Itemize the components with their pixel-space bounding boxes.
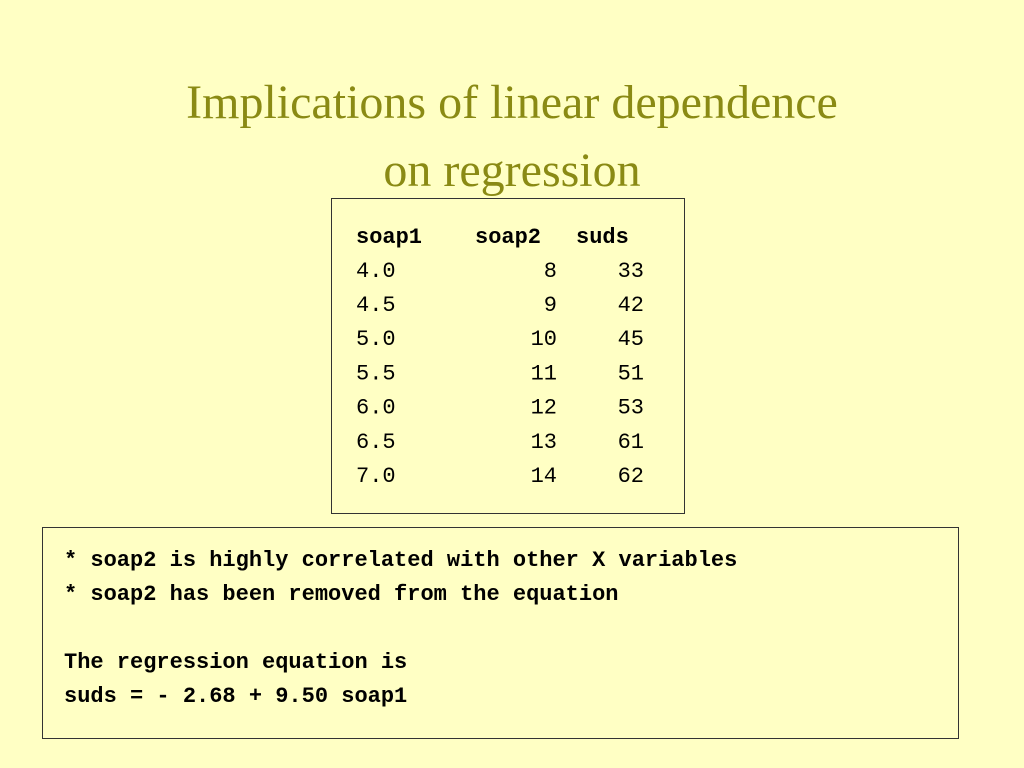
table-header: soap2	[475, 225, 541, 250]
output-line: The regression equation is	[64, 650, 407, 675]
table-cell: 45	[618, 327, 644, 352]
table-cell: 5.5	[356, 361, 396, 386]
table-cell: 61	[618, 430, 644, 455]
table-cell: 7.0	[356, 464, 396, 489]
table-cell: 62	[618, 464, 644, 489]
table-cell: 51	[618, 361, 644, 386]
table-cell: 42	[618, 293, 644, 318]
table-cell: 4.0	[356, 259, 396, 284]
output-box	[42, 527, 959, 739]
output-line: * soap2 has been removed from the equati…	[64, 582, 619, 607]
table-cell: 6.5	[356, 430, 396, 455]
table-cell: 12	[531, 396, 557, 421]
table-cell: 53	[618, 396, 644, 421]
table-box	[331, 198, 685, 514]
table-cell: 13	[531, 430, 557, 455]
table-cell: 5.0	[356, 327, 396, 352]
table-header: soap1	[356, 225, 422, 250]
table-cell: 8	[544, 259, 557, 284]
output-line: suds = - 2.68 + 9.50 soap1	[64, 684, 407, 709]
table-cell: 11	[531, 361, 557, 386]
table-cell: 9	[544, 293, 557, 318]
table-cell: 6.0	[356, 396, 396, 421]
table-cell: 10	[531, 327, 557, 352]
output-line: * soap2 is highly correlated with other …	[64, 548, 737, 573]
table-cell: 4.5	[356, 293, 396, 318]
title-line: on regression	[383, 144, 640, 197]
table-cell: 33	[618, 259, 644, 284]
title-line: Implications of linear dependence	[186, 76, 838, 129]
table-header: suds	[576, 225, 629, 250]
table-cell: 14	[531, 464, 557, 489]
